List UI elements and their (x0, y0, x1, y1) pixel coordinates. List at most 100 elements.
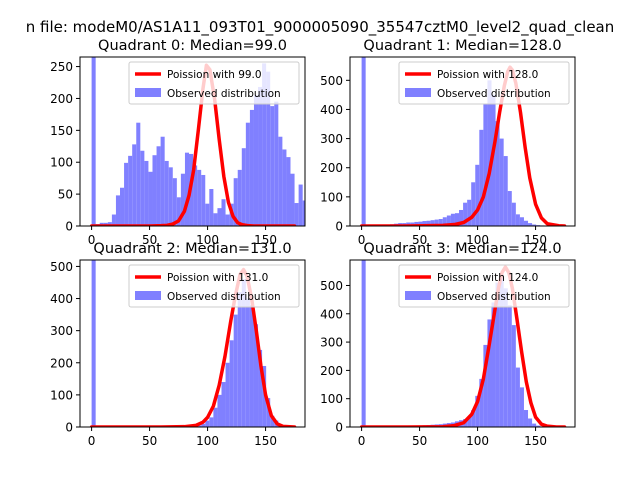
histogram-bar (217, 208, 222, 226)
histogram-bar (156, 146, 161, 226)
histogram-bar (467, 417, 472, 427)
histogram-bar (323, 225, 327, 226)
y-tick-label: 400 (320, 103, 343, 117)
histogram-bar (168, 167, 173, 226)
panel-title: Quadrant 1: Median=128.0 (363, 38, 561, 54)
histogram-bar (426, 220, 431, 226)
panel-title: Quadrant 2: Median=131.0 (93, 241, 291, 257)
legend-label-poisson: Poission with 99.0 (167, 69, 262, 81)
histogram-bar (290, 173, 295, 226)
panel-quadrant-3: 0 50 100 150 0 100 200 300 400 500 Quadrant 3: Med… (320, 241, 576, 448)
legend-box (398, 264, 570, 308)
y-tick-label: 500 (320, 74, 343, 88)
histogram-bar (266, 398, 271, 427)
histogram-bar (193, 165, 198, 226)
histogram-bar (450, 213, 455, 226)
histogram-bar (197, 169, 202, 226)
legend-label-observed: Observed distribution (437, 291, 551, 303)
histogram-bar (438, 219, 443, 226)
histogram-bar (184, 152, 190, 226)
y-tick-label: 100 (320, 392, 343, 406)
histogram-bar (459, 209, 464, 226)
y-tick-label: 200 (50, 92, 73, 106)
legend: Poission with 131.0 Observed distribution (128, 264, 300, 308)
histogram-bar (164, 160, 169, 226)
histogram-bar (209, 189, 214, 226)
y-tick-label: 100 (320, 190, 343, 204)
panel-quadrant-1: 0 50 100 150 0 100 200 300 400 500 Quadrant 1: Med… (320, 38, 576, 247)
histogram-bar (148, 171, 153, 226)
histogram-bar (201, 174, 206, 226)
plot-area (89, 57, 327, 226)
histogram-bar (511, 202, 516, 226)
histogram-bar (479, 378, 484, 427)
histogram-bar (515, 214, 520, 226)
histogram-bar (253, 95, 259, 226)
histogram-bar (515, 367, 520, 427)
histogram-bar (467, 199, 472, 226)
panel-title: Quadrant 3: Median=124.0 (363, 241, 561, 257)
legend-label-poisson: Poission with 124.0 (437, 272, 538, 284)
y-tick-label: 400 (320, 307, 343, 321)
x-tick-label: 150 (254, 434, 277, 448)
histogram-bar (270, 415, 275, 427)
panel-quadrant-0: 0 50 100 150 0 50 100 150 200 250 Quadrant 0: Medi… (50, 38, 327, 247)
histogram-bar (503, 156, 508, 226)
y-tick-label: 100 (50, 156, 73, 170)
histogram-bar (237, 292, 242, 427)
legend-box (398, 61, 570, 105)
legend-label-observed: Observed distribution (437, 88, 551, 100)
legend: Poission with 124.0 Observed distribution (398, 264, 570, 308)
histogram-bar (294, 203, 299, 226)
histogram-bar (111, 214, 116, 226)
y-tick-label: 200 (320, 161, 343, 175)
histogram-bar (213, 407, 218, 427)
histogram-bar (361, 260, 366, 427)
histogram-bar (233, 314, 238, 427)
y-tick-label: 250 (50, 60, 73, 74)
y-tick-label: 50 (58, 188, 73, 202)
histogram-bar (221, 199, 226, 226)
y-tick-label: 0 (65, 220, 73, 234)
x-tick-label: 150 (524, 233, 547, 247)
y-tick-label: 400 (50, 292, 73, 306)
axes-frame (79, 56, 306, 227)
y-tick-label: 500 (320, 279, 343, 293)
histogram-bar (233, 178, 238, 226)
figure-suptitle: n file: modeM0/AS1A11_093T01_9000005090_… (26, 18, 615, 37)
histogram-bar (471, 182, 476, 226)
legend-label-observed: Observed distribution (167, 88, 281, 100)
histogram-bar (201, 423, 206, 427)
legend: Poission with 128.0 Observed distribution (398, 61, 570, 105)
histogram-bar (225, 362, 230, 427)
histogram-bar (124, 162, 129, 226)
histogram-bar (278, 136, 283, 226)
histogram-bar (495, 282, 500, 427)
histogram-bar (245, 298, 250, 427)
histogram-bar (132, 144, 137, 226)
histogram-bar (241, 279, 246, 427)
histogram-bar (519, 387, 524, 427)
legend-label-observed: Observed distribution (167, 291, 281, 303)
histogram-bar (536, 425, 541, 427)
x-tick-label: 150 (254, 233, 277, 247)
histogram-bar (430, 220, 435, 226)
histogram-bar (511, 325, 516, 427)
y-tick-label: 0 (65, 421, 73, 435)
y-tick-label: 300 (320, 336, 343, 350)
histogram-bar (140, 150, 145, 226)
histogram-bar (471, 410, 476, 427)
histogram-bar (491, 94, 496, 226)
histogram-bar (528, 223, 533, 226)
legend-label-poisson: Poission with 128.0 (437, 69, 538, 81)
histogram-bar (528, 418, 533, 427)
y-tick-label: 200 (50, 356, 73, 370)
histogram-bar (282, 149, 287, 226)
legend-box (128, 264, 300, 308)
histogram-bar (115, 195, 121, 226)
histogram-bar (298, 184, 303, 226)
histogram-bar (172, 178, 177, 226)
histogram-bar (258, 86, 263, 226)
histogram-bar (519, 217, 524, 226)
